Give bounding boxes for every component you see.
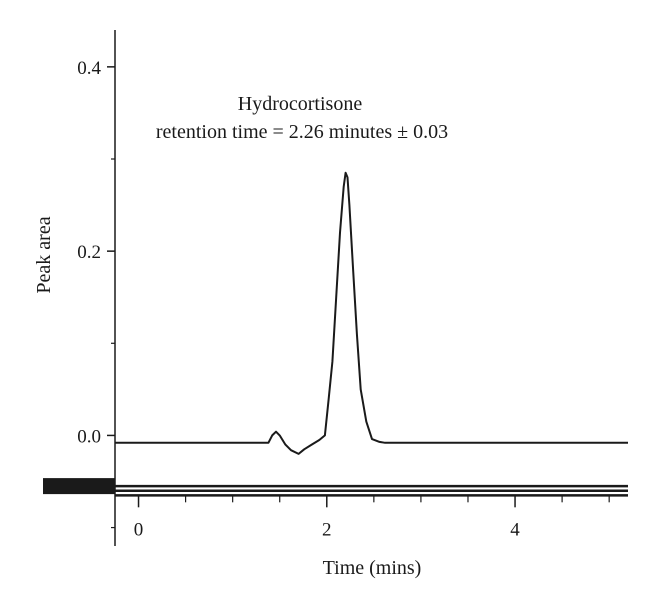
x-tick-label: 2 xyxy=(322,519,332,540)
chromatogram-trace xyxy=(115,171,628,455)
annotation-line-2: retention time = 2.26 minutes ± 0.03 xyxy=(156,121,448,143)
x-axis-title: Time (mins) xyxy=(323,557,422,579)
annotation-line-1: Hydrocortisone xyxy=(238,93,363,115)
y-tick-label: 0.2 xyxy=(77,242,101,263)
axes: 0.0 0.2 0.4 0 2 4 xyxy=(43,30,628,546)
x-tick-label: 4 xyxy=(510,519,520,540)
baseline-band-block xyxy=(43,478,115,495)
labels: Hydrocortisone retention time = 2.26 min… xyxy=(33,93,448,579)
y-tick-label: 0.0 xyxy=(77,426,101,447)
x-tick-label: 0 xyxy=(134,519,144,540)
plot-area xyxy=(115,171,628,455)
y-tick-label: 0.4 xyxy=(77,58,101,79)
y-axis-title: Peak area xyxy=(33,216,55,293)
